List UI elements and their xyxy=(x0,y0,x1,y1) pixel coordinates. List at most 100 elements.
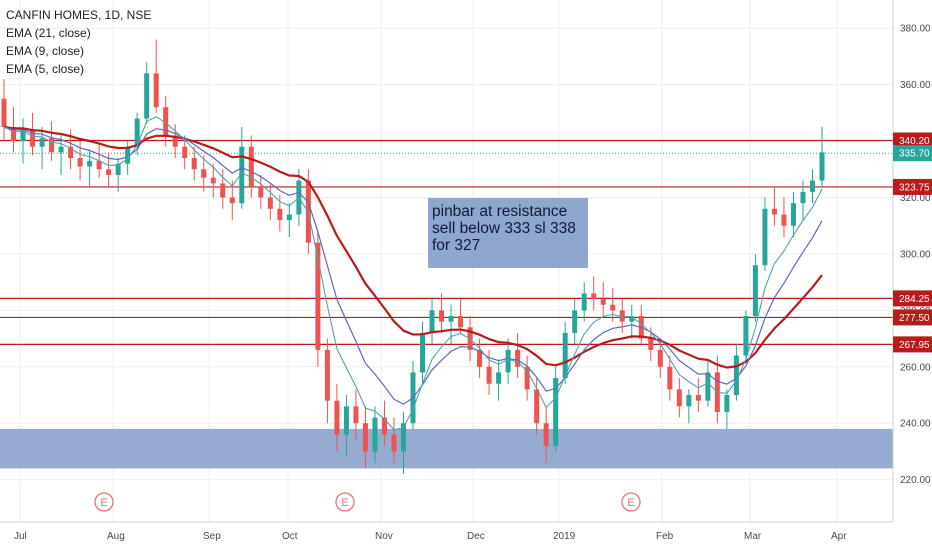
level-tag-2-label: 284.25 xyxy=(899,294,930,305)
candle-body-79 xyxy=(752,265,758,317)
candle-body-20 xyxy=(191,158,197,170)
candle-body-1 xyxy=(11,126,17,142)
annotation-line-1: pinbar at resistance xyxy=(432,203,568,220)
trade-annotation[interactable]: pinbar at resistance sell below 333 sl 3… xyxy=(428,198,588,268)
candle-body-81 xyxy=(771,208,777,215)
level-tag-4-bg xyxy=(893,336,932,353)
candle-body-22 xyxy=(210,177,216,184)
candle-body-50 xyxy=(477,349,483,367)
candle-body-6 xyxy=(58,146,64,153)
ema5-line xyxy=(3,116,823,431)
candle-body-85 xyxy=(809,180,815,192)
candle-body-18 xyxy=(172,135,178,147)
last-price-tag-label: 335.70 xyxy=(899,149,930,160)
candle-body-0 xyxy=(1,98,7,127)
candle-body-53 xyxy=(505,349,511,373)
earnings-marker-1 xyxy=(335,492,355,512)
candle-body-12 xyxy=(115,163,121,175)
candle-body-38 xyxy=(362,423,368,452)
support-zone xyxy=(0,428,893,469)
candle-body-28 xyxy=(267,197,273,209)
candle-body-27 xyxy=(258,186,264,198)
candle-body-39 xyxy=(372,417,378,452)
candle-body-19 xyxy=(182,146,188,159)
candle-body-68 xyxy=(648,338,654,350)
candle-body-84 xyxy=(800,191,806,204)
price-tags: 340.20 323.75 284.25 277.50 267.95 335.70 xyxy=(893,132,932,353)
candle-body-26 xyxy=(248,146,254,187)
level-tag-3: 277.50 xyxy=(893,309,932,326)
time-tick-label-8: Mar xyxy=(744,531,762,542)
candle-body-24 xyxy=(229,197,235,204)
ema21-line xyxy=(3,125,823,369)
candle-body-82 xyxy=(781,214,787,226)
legend-ema5[interactable]: EMA (5, close) xyxy=(6,62,85,76)
candle-body-29 xyxy=(277,208,283,221)
candle-body-86 xyxy=(819,152,825,181)
candle-body-21 xyxy=(201,169,207,178)
candle-body-83 xyxy=(790,203,796,226)
candle-body-23 xyxy=(220,183,226,198)
time-axis[interactable]: Jul Aug Sep Oct Nov Dec 2019 Feb Mar Apr xyxy=(14,531,847,542)
time-tick-label-0: Jul xyxy=(14,531,27,542)
candle-body-57 xyxy=(543,423,549,446)
level-tag-1-bg xyxy=(893,178,932,195)
candle-body-76 xyxy=(724,395,730,412)
time-tick-label-9: Apr xyxy=(831,531,847,542)
candle-body-73 xyxy=(695,395,701,401)
earnings-marker-label-0: E xyxy=(100,497,107,509)
symbol-title[interactable]: CANFIN HOMES, 1D, NSE xyxy=(6,8,152,22)
time-tick-label-3: Oct xyxy=(282,531,298,542)
candle-body-30 xyxy=(286,214,292,221)
level-tag-3-bg xyxy=(893,309,932,326)
level-tag-2: 284.25 xyxy=(893,290,932,307)
earnings-marker-0 xyxy=(94,492,114,512)
candle-body-74 xyxy=(705,372,711,401)
time-tick-label-6: 2019 xyxy=(553,531,576,542)
candle-body-45 xyxy=(429,310,435,333)
candle-body-10 xyxy=(96,160,102,170)
last-price-tag-bg xyxy=(893,145,932,162)
candle-body-16 xyxy=(153,73,159,108)
candle-body-48 xyxy=(458,316,464,328)
time-tick-label-1: Aug xyxy=(107,531,125,542)
chart-legend: CANFIN HOMES, 1D, NSE EMA (21, close) EM… xyxy=(6,6,151,78)
earnings-marker-2 xyxy=(621,492,641,512)
candle-body-78 xyxy=(743,316,749,356)
price-axis[interactable]: 220.00240.00260.00280.00300.00320.00340.… xyxy=(900,24,931,486)
earnings-marker-label-2: E xyxy=(627,497,634,509)
candle-body-66 xyxy=(629,316,635,322)
candle-body-33 xyxy=(315,242,321,350)
candle-body-8 xyxy=(77,158,83,167)
candle-body-80 xyxy=(762,208,768,266)
price-tick-label-4: 300.00 xyxy=(900,249,931,260)
candle-body-58 xyxy=(553,378,559,446)
annotation-line-3: for 327 xyxy=(432,237,481,254)
candle-body-3 xyxy=(30,129,36,147)
candle-body-42 xyxy=(400,423,406,452)
candle-body-47 xyxy=(448,316,454,322)
candle-body-69 xyxy=(657,349,663,367)
candle-body-65 xyxy=(619,310,625,322)
time-tick-label-7: Feb xyxy=(656,531,674,542)
price-tick-label-5: 320.00 xyxy=(900,193,931,204)
candle-body-7 xyxy=(68,146,74,159)
candle-body-52 xyxy=(496,372,502,384)
candle-body-25 xyxy=(239,146,245,204)
candle-body-55 xyxy=(524,366,530,390)
candle-body-72 xyxy=(686,395,692,407)
ema9-line xyxy=(3,126,823,405)
time-tick-label-4: Nov xyxy=(375,531,393,542)
level-tag-1-label: 323.75 xyxy=(899,182,930,193)
legend-ema21[interactable]: EMA (21, close) xyxy=(6,26,91,40)
candle-body-70 xyxy=(667,366,673,390)
candle-body-61 xyxy=(581,293,587,311)
candle-body-51 xyxy=(486,366,492,384)
candle-body-35 xyxy=(334,400,340,435)
legend-ema9[interactable]: EMA (9, close) xyxy=(6,44,85,58)
level-tag-0-bg xyxy=(893,132,932,149)
time-tick-label-5: Dec xyxy=(467,531,485,542)
candle-body-11 xyxy=(106,169,112,175)
